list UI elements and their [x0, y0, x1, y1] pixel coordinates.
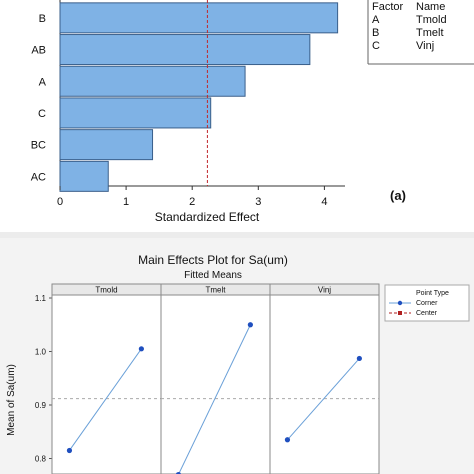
main-effects-y-axis-label: Mean of Sa(um) — [6, 364, 17, 436]
pareto-bar — [59, 34, 311, 66]
main-effects-title: Main Effects Plot for Sa(um) — [138, 253, 288, 267]
effects-y-tick-label: 0.9 — [35, 401, 47, 410]
effects-point-low — [66, 447, 73, 454]
factor-table-cell: Tmelt — [416, 27, 444, 39]
pareto-bar — [59, 65, 246, 97]
main-effects-subtitle: Fitted Means — [184, 270, 242, 281]
point-type-legend: Point Type Corner Center — [384, 284, 470, 322]
main-effects-chart: Main Effects Plot for Sa(um) Fitted Mean… — [6, 253, 470, 474]
pareto-category-label: AC — [31, 171, 46, 183]
pareto-bar — [59, 97, 212, 129]
effects-y-tick-label: 0.8 — [35, 455, 47, 464]
effects-y-tick-label: 1.0 — [35, 348, 47, 357]
legend-marker-center — [398, 311, 402, 315]
effects-line — [178, 324, 251, 474]
legend-label-center: Center — [416, 310, 438, 317]
factor-table-header-factor: Factor — [372, 1, 404, 13]
pareto-bar — [59, 160, 109, 192]
factor-table-cell: Tmold — [416, 14, 447, 26]
factor-table-cell: A — [372, 14, 380, 26]
effects-point-low — [284, 437, 291, 443]
effects-panel-header — [269, 283, 380, 296]
effects-panel-title: Tmold — [95, 286, 117, 295]
pareto-category-label: C — [38, 108, 46, 120]
effects-panel — [269, 283, 380, 474]
pareto-category-label: A — [39, 76, 47, 88]
pareto-x-tick-label: 2 — [189, 196, 195, 208]
effects-point-high — [356, 355, 362, 362]
effects-point-low — [175, 471, 181, 474]
effects-point-high — [138, 346, 144, 352]
effects-line — [287, 358, 360, 441]
pareto-bar — [59, 2, 339, 34]
effects-y-tick-label: 1.1 — [35, 294, 47, 303]
panel-separator — [0, 232, 474, 238]
pareto-x-tick-label: 3 — [255, 196, 261, 208]
pareto-x-axis-label: Standardized Effect — [155, 210, 260, 224]
pareto-x-tick-label: 4 — [321, 196, 327, 208]
pareto-category-label: B — [39, 13, 46, 25]
legend-label-corner: Corner — [416, 300, 438, 307]
factor-table-header-name: Name — [416, 1, 445, 13]
legend-title: Point Type — [416, 290, 449, 297]
pareto-category-label: AB — [31, 45, 46, 57]
pareto-x-tick-label: 0 — [57, 196, 63, 208]
factor-table: Factor Name A Tmold B Tmelt C Vinj — [367, 0, 474, 65]
pareto-bar — [59, 129, 154, 161]
effects-point-high — [247, 322, 253, 328]
panel-label: (a) — [390, 188, 406, 203]
effects-panel-title: Tmelt — [206, 286, 227, 295]
factor-table-cell: B — [372, 27, 379, 39]
legend-marker-corner — [397, 300, 403, 306]
pareto-x-tick-label: 1 — [123, 196, 129, 208]
effects-panel — [160, 283, 271, 474]
pareto-category-label: BC — [31, 140, 46, 152]
effects-panel-title: Vinj — [318, 286, 331, 295]
factor-table-cell: C — [372, 40, 380, 52]
effects-line — [69, 348, 142, 451]
factor-table-cell: Vinj — [416, 40, 434, 52]
effects-panel — [51, 283, 162, 474]
